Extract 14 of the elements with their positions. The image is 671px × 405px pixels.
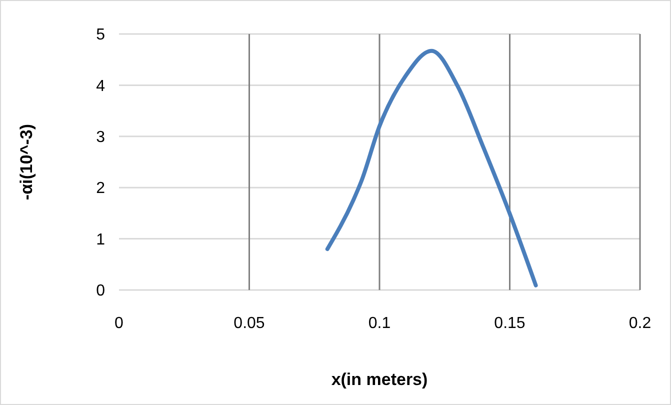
y-tick-label: 1 bbox=[96, 231, 106, 248]
y-tick-label: 4 bbox=[96, 78, 106, 95]
x-tick-label: 0.05 bbox=[234, 315, 265, 332]
y-axis-title: -αi(10^-3) bbox=[17, 124, 36, 200]
x-tick-label: 0.15 bbox=[494, 315, 526, 332]
x-tick-label: 0.1 bbox=[368, 315, 391, 332]
y-tick-label: 2 bbox=[96, 180, 106, 198]
x-axis-title: x(in meters) bbox=[331, 370, 428, 389]
y-tick-label: 3 bbox=[96, 129, 106, 146]
y-tick-label: 0 bbox=[96, 282, 106, 300]
y-tick-label: 5 bbox=[96, 26, 106, 44]
x-tick-label: 0 bbox=[114, 315, 124, 332]
line-series bbox=[325, 48, 538, 288]
x-tick-label: 0.2 bbox=[628, 315, 652, 332]
